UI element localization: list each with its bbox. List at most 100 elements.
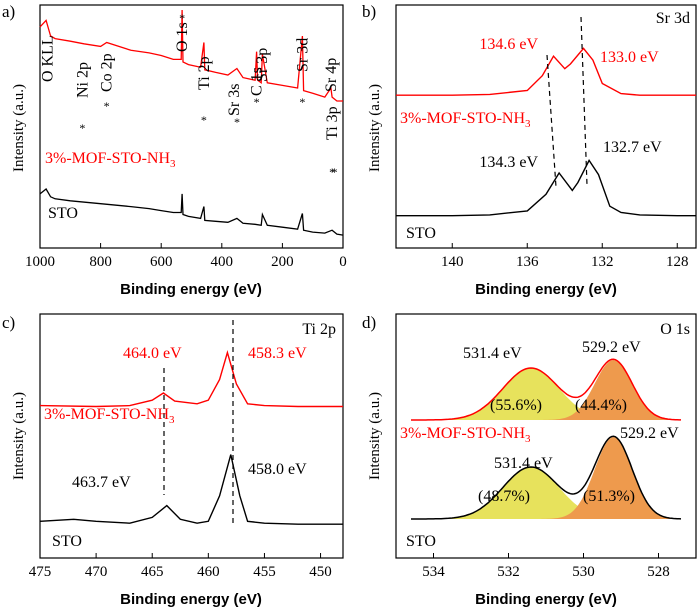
panel-d: d) O 1s Intensity (a.u.) Binding energy … [362, 313, 697, 608]
panel-d-peak-3: 531.4 eV [494, 455, 553, 472]
panel-d-share-4: (51.3%) [583, 488, 635, 505]
star-marker: * [329, 165, 335, 179]
star-marker: * [332, 165, 338, 179]
star-marker: * [254, 95, 260, 109]
panel-a-label-mof: 3%-MOF-STO-NH3 [45, 150, 176, 170]
panel-b-label-sto: STO [406, 225, 436, 242]
peak-annotation: Sr 3s [226, 84, 243, 116]
x-tick-label: 460 [197, 564, 220, 580]
star-marker: * [234, 115, 240, 129]
panel-a-frame [39, 4, 344, 249]
panel-d-ticks: 534 532 530 528 [422, 553, 670, 580]
panel-a-series-sto [39, 188, 344, 236]
panel-b: b) Sr 3d Intensity (a.u.) Binding energy… [362, 2, 697, 298]
star-marker: * [299, 95, 305, 109]
panel-d-label-sto: STO [406, 533, 436, 550]
panel-b-xlabel: Binding energy (eV) [475, 281, 617, 298]
panel-b-peak-4: 132.7 eV [603, 139, 662, 156]
x-tick-label: 450 [309, 564, 332, 580]
panel-a-label: a) [2, 2, 15, 21]
panel-b-frame [395, 4, 697, 249]
panel-c-label-sto: STO [52, 533, 82, 550]
panel-c-peak-2: 458.3 eV [248, 345, 307, 362]
peak-annotation: Sr 3d [294, 38, 311, 72]
panel-b-guide-2 [580, 16, 588, 186]
x-tick-label: 132 [591, 254, 614, 270]
panel-c-ylabel: Intensity (a.u.) [11, 392, 27, 480]
x-tick-label: 200 [271, 254, 294, 270]
panel-c: c) Ti 2p Intensity (a.u.) Binding energy… [2, 313, 344, 608]
panel-a-ticks: 1000 800 600 400 200 0 [25, 243, 347, 270]
panel-d-xlabel: Binding energy (eV) [475, 591, 617, 608]
panel-d-share-2: (44.4%) [575, 397, 627, 414]
x-tick-label: 528 [647, 564, 670, 580]
panel-a: a) Intensity (a.u.) Binding energy (eV) … [2, 2, 347, 298]
panel-b-series-mof [396, 47, 696, 96]
panel-d-ylabel: Intensity (a.u.) [367, 392, 383, 480]
x-tick-label: 0 [339, 254, 347, 270]
panel-c-peak-1: 464.0 eV [123, 345, 182, 362]
panel-a-series-mof [39, 9, 343, 102]
panel-b-ticks: 140 136 132 128 [441, 243, 689, 270]
panel-b-peak-3: 134.3 eV [479, 154, 538, 171]
x-tick-label: 1000 [25, 254, 55, 270]
panel-d-series-mof [411, 358, 681, 421]
peak-annotation: Ti 2p [196, 56, 213, 90]
panel-b-title: Sr 3d [656, 10, 690, 27]
x-tick-label: 400 [211, 254, 234, 270]
panel-d-label: d) [362, 313, 376, 332]
panel-b-label: b) [362, 2, 376, 21]
panel-c-xlabel: Binding energy (eV) [120, 591, 262, 608]
star-marker: * [201, 113, 207, 127]
x-tick-label: 128 [666, 254, 689, 270]
panel-b-guide-1 [546, 54, 557, 188]
star-marker: * [79, 121, 85, 135]
panel-d-share-1: (55.6%) [490, 397, 542, 414]
panel-b-ylabel: Intensity (a.u.) [367, 84, 383, 172]
panel-a-xlabel: Binding energy (eV) [120, 281, 262, 298]
panel-d-peak-2: 529.2 eV [582, 339, 641, 356]
peak-annotation: Sr 3p [254, 48, 271, 82]
panel-a-ylabel: Intensity (a.u.) [11, 84, 27, 172]
panel-d-mof-component-531 [411, 368, 681, 420]
x-tick-label: 136 [516, 254, 539, 270]
x-tick-label: 600 [150, 254, 173, 270]
panel-b-peak-2: 133.0 eV [600, 49, 659, 66]
panel-c-label: c) [2, 313, 15, 332]
panel-c-ticks: 475 470 465 460 455 450 [29, 553, 332, 580]
star-marker: * [179, 11, 185, 25]
panel-c-title: Ti 2p [302, 321, 336, 338]
x-tick-label: 465 [141, 564, 164, 580]
panel-d-label-mof: 3%-MOF-STO-NH3 [400, 425, 531, 445]
panel-b-label-mof: 3%-MOF-STO-NH3 [400, 110, 531, 130]
x-tick-label: 534 [422, 564, 445, 580]
star-marker: * [104, 99, 110, 113]
panel-c-label-mof: 3%-MOF-STO-NH3 [44, 406, 175, 426]
peak-annotation: O 1s [174, 22, 191, 52]
peak-annotation: Co 2p [99, 53, 116, 92]
panel-b-series-sto [396, 159, 696, 217]
x-tick-label: 532 [497, 564, 520, 580]
panel-d-share-3: (48.7%) [478, 488, 530, 505]
x-tick-label: 140 [441, 254, 464, 270]
x-tick-label: 475 [29, 564, 52, 580]
panel-c-peak-4: 458.0 eV [248, 461, 307, 478]
panel-c-series-mof [39, 349, 343, 408]
panel-d-mof-component-529 [411, 360, 681, 420]
peak-annotation: Ni 2p [74, 62, 91, 98]
x-tick-label: 530 [572, 564, 595, 580]
x-tick-label: 470 [85, 564, 108, 580]
panel-d-peak-4: 529.2 eV [620, 425, 679, 442]
panel-c-frame [39, 313, 344, 559]
panel-d-sto-component-529 [411, 437, 681, 519]
peak-annotation: Ti 3p [324, 106, 341, 140]
peak-annotation: Sr 4p [323, 58, 340, 92]
panel-d-sto-component-531 [411, 467, 681, 519]
panel-d-frame [395, 313, 697, 559]
x-tick-label: 800 [89, 254, 112, 270]
panel-b-peak-1: 134.6 eV [479, 36, 538, 53]
panel-d-series-sto [411, 435, 682, 520]
x-tick-label: 455 [253, 564, 276, 580]
